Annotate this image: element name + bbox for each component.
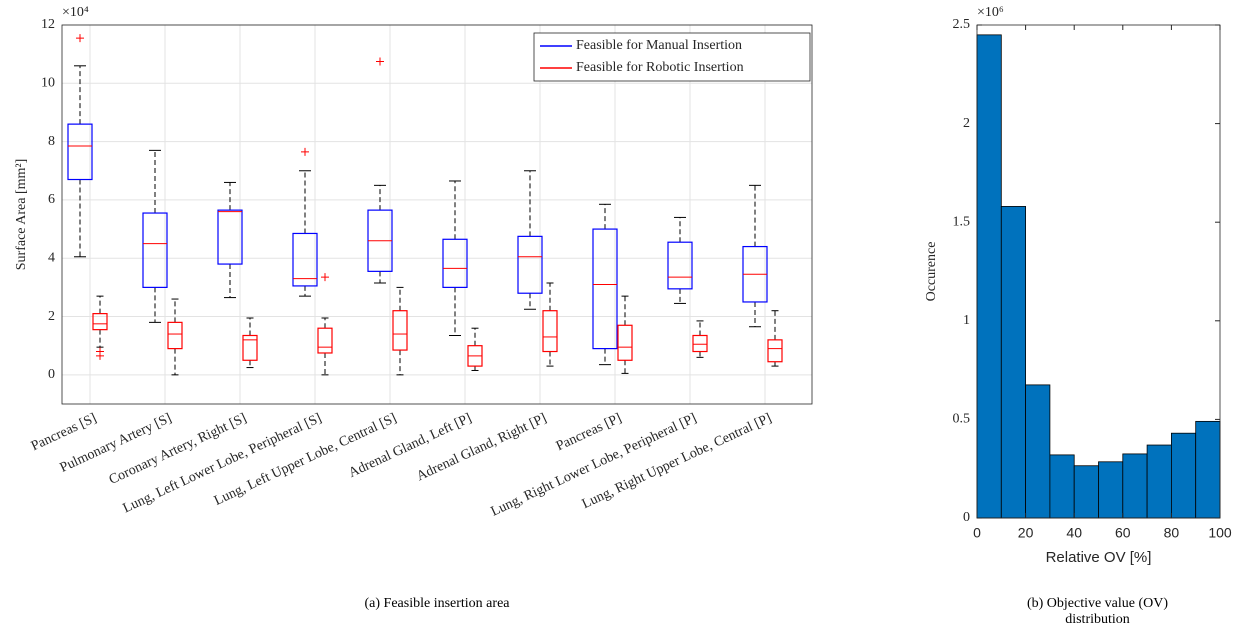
box <box>392 310 408 351</box>
box <box>317 327 333 354</box>
y-tick-label: 2 <box>48 309 55 324</box>
y-axis-label: Surface Area [mm²] <box>14 159 29 270</box>
y-multiplier: ×10⁴ <box>62 5 89 20</box>
bar <box>1171 432 1197 519</box>
y-tick-label: 0 <box>48 367 55 382</box>
box <box>167 321 183 350</box>
box <box>217 209 243 265</box>
bar <box>1073 465 1099 519</box>
y-tick-label: 10 <box>41 76 55 91</box>
box <box>542 310 558 353</box>
legend-label: Feasible for Robotic Insertion <box>576 60 744 75</box>
axes-frame <box>976 24 1221 519</box>
bar <box>976 34 1002 519</box>
y-tick-label: 12 <box>41 17 55 32</box>
box <box>692 334 708 353</box>
x-tick-label: 40 <box>1066 525 1082 541</box>
box <box>592 228 618 350</box>
outlier <box>96 351 104 360</box>
bar <box>1146 444 1172 519</box>
bar <box>1000 206 1026 519</box>
y-tick-label: 1.5 <box>953 214 971 229</box>
y-tick-label: 4 <box>48 250 55 265</box>
caption: (b) Objective value (OV) distribution <box>1026 596 1169 627</box>
box <box>67 123 93 181</box>
plot-area <box>62 25 812 404</box>
x-tick-label: Adrenal Gland, Right [P] <box>414 411 549 484</box>
box <box>617 324 633 361</box>
x-tick-label: 0 <box>973 525 981 541</box>
legend-label: Feasible for Manual Insertion <box>576 38 742 53</box>
y-tick-label: 1 <box>963 313 970 328</box>
bar <box>1195 420 1221 519</box>
x-tick-label: 20 <box>1018 525 1034 541</box>
outlier <box>301 147 309 156</box>
y-tick-label: 2.5 <box>953 17 971 32</box>
axes-frame <box>61 24 813 405</box>
box <box>667 241 693 290</box>
outlier <box>321 273 329 282</box>
y-axis-label: Occurence <box>924 242 939 302</box>
bar <box>1098 461 1124 519</box>
box <box>767 339 783 363</box>
outlier <box>376 57 384 66</box>
box <box>442 238 468 288</box>
box <box>92 313 108 331</box>
box <box>142 212 168 288</box>
y-multiplier: ×10⁶ <box>977 5 1004 20</box>
bar <box>1049 454 1075 519</box>
y-tick-label: 6 <box>48 192 55 207</box>
y-tick-label: 0.5 <box>953 412 971 427</box>
x-tick-label: 100 <box>1208 525 1232 541</box>
outlier <box>76 34 84 43</box>
y-tick-label: 8 <box>48 134 55 149</box>
y-tick-label: 0 <box>963 510 970 525</box>
y-tick-label: 2 <box>963 116 970 131</box>
caption: (a) Feasible insertion area <box>364 596 510 611</box>
x-tick-label: 80 <box>1164 525 1180 541</box>
x-tick-label: 60 <box>1115 525 1131 541</box>
box <box>292 232 318 287</box>
bar <box>1025 384 1051 519</box>
box <box>242 334 258 361</box>
legend-box <box>533 32 811 82</box>
x-tick-label: Adrenal Gland, Left [P] <box>347 411 475 481</box>
x-axis-label: Relative OV [%] <box>1046 549 1152 566</box>
bar <box>1122 453 1148 519</box>
box <box>517 235 543 294</box>
